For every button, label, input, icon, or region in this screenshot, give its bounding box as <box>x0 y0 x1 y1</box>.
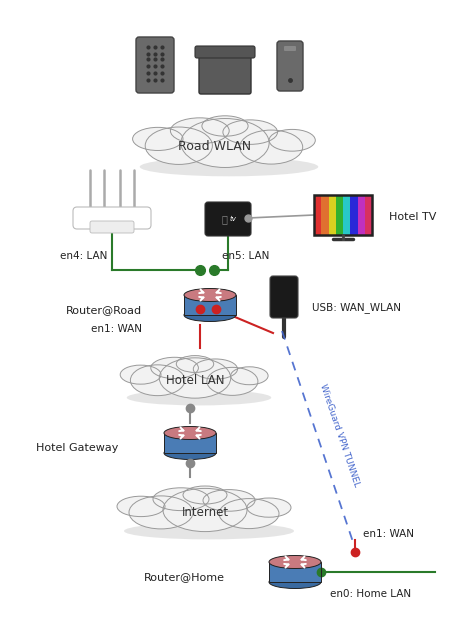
Bar <box>328 195 336 235</box>
Ellipse shape <box>153 488 209 510</box>
Ellipse shape <box>181 119 269 168</box>
Bar <box>350 195 357 235</box>
Ellipse shape <box>240 130 303 164</box>
Ellipse shape <box>247 498 291 517</box>
Ellipse shape <box>145 127 212 165</box>
FancyBboxPatch shape <box>136 37 174 93</box>
Text: en1: WAN: en1: WAN <box>363 529 414 539</box>
Ellipse shape <box>219 499 279 528</box>
Ellipse shape <box>269 556 321 568</box>
Text: Hotel TV: Hotel TV <box>389 212 436 222</box>
Bar <box>365 195 372 235</box>
Text: tv: tv <box>230 216 236 222</box>
Bar <box>357 195 365 235</box>
Ellipse shape <box>120 365 161 384</box>
Ellipse shape <box>163 488 247 532</box>
Bar <box>321 195 328 235</box>
Ellipse shape <box>127 390 271 406</box>
Text: Hotel LAN: Hotel LAN <box>166 373 224 386</box>
FancyBboxPatch shape <box>195 46 255 58</box>
Bar <box>164 433 216 453</box>
Bar <box>314 195 321 235</box>
Ellipse shape <box>129 496 193 529</box>
Ellipse shape <box>133 127 183 150</box>
Text: WireGuard VPN TUNNEL: WireGuard VPN TUNNEL <box>318 383 361 487</box>
Text: en1: WAN: en1: WAN <box>91 324 142 334</box>
Ellipse shape <box>231 367 268 385</box>
Text: en0: Home LAN: en0: Home LAN <box>330 589 411 599</box>
Ellipse shape <box>207 368 258 396</box>
Ellipse shape <box>151 357 198 379</box>
Text: USB: WAN_WLAN: USB: WAN_WLAN <box>312 302 401 314</box>
Ellipse shape <box>140 157 318 176</box>
Ellipse shape <box>203 489 255 511</box>
FancyBboxPatch shape <box>277 41 303 91</box>
Text: en5: LAN: en5: LAN <box>222 251 270 261</box>
FancyBboxPatch shape <box>90 221 134 233</box>
Text: Hotel Gateway: Hotel Gateway <box>36 443 118 453</box>
Ellipse shape <box>269 576 321 589</box>
FancyBboxPatch shape <box>284 46 296 51</box>
Ellipse shape <box>164 427 216 440</box>
Bar <box>336 195 343 235</box>
Ellipse shape <box>223 120 278 144</box>
Bar <box>269 562 321 582</box>
Bar <box>184 295 236 315</box>
Ellipse shape <box>171 118 229 143</box>
Ellipse shape <box>202 116 248 136</box>
Ellipse shape <box>269 129 315 151</box>
Ellipse shape <box>117 496 165 517</box>
Ellipse shape <box>183 486 227 504</box>
Bar <box>343 195 350 235</box>
Ellipse shape <box>164 446 216 460</box>
Ellipse shape <box>176 356 214 373</box>
Text: Router@Road: Router@Road <box>66 305 142 315</box>
FancyBboxPatch shape <box>199 54 251 94</box>
FancyBboxPatch shape <box>205 202 251 236</box>
Ellipse shape <box>124 523 294 540</box>
Ellipse shape <box>184 289 236 302</box>
FancyBboxPatch shape <box>270 276 298 318</box>
Text: en4: LAN: en4: LAN <box>59 251 107 261</box>
Ellipse shape <box>130 365 185 396</box>
Text: Router@Home: Router@Home <box>144 572 225 582</box>
Text: Road WLAN: Road WLAN <box>179 140 252 153</box>
FancyBboxPatch shape <box>73 207 151 229</box>
Ellipse shape <box>194 359 238 379</box>
Ellipse shape <box>159 358 231 398</box>
Ellipse shape <box>184 309 236 322</box>
Text: :  <box>221 214 227 224</box>
Text: Internet: Internet <box>181 505 229 519</box>
